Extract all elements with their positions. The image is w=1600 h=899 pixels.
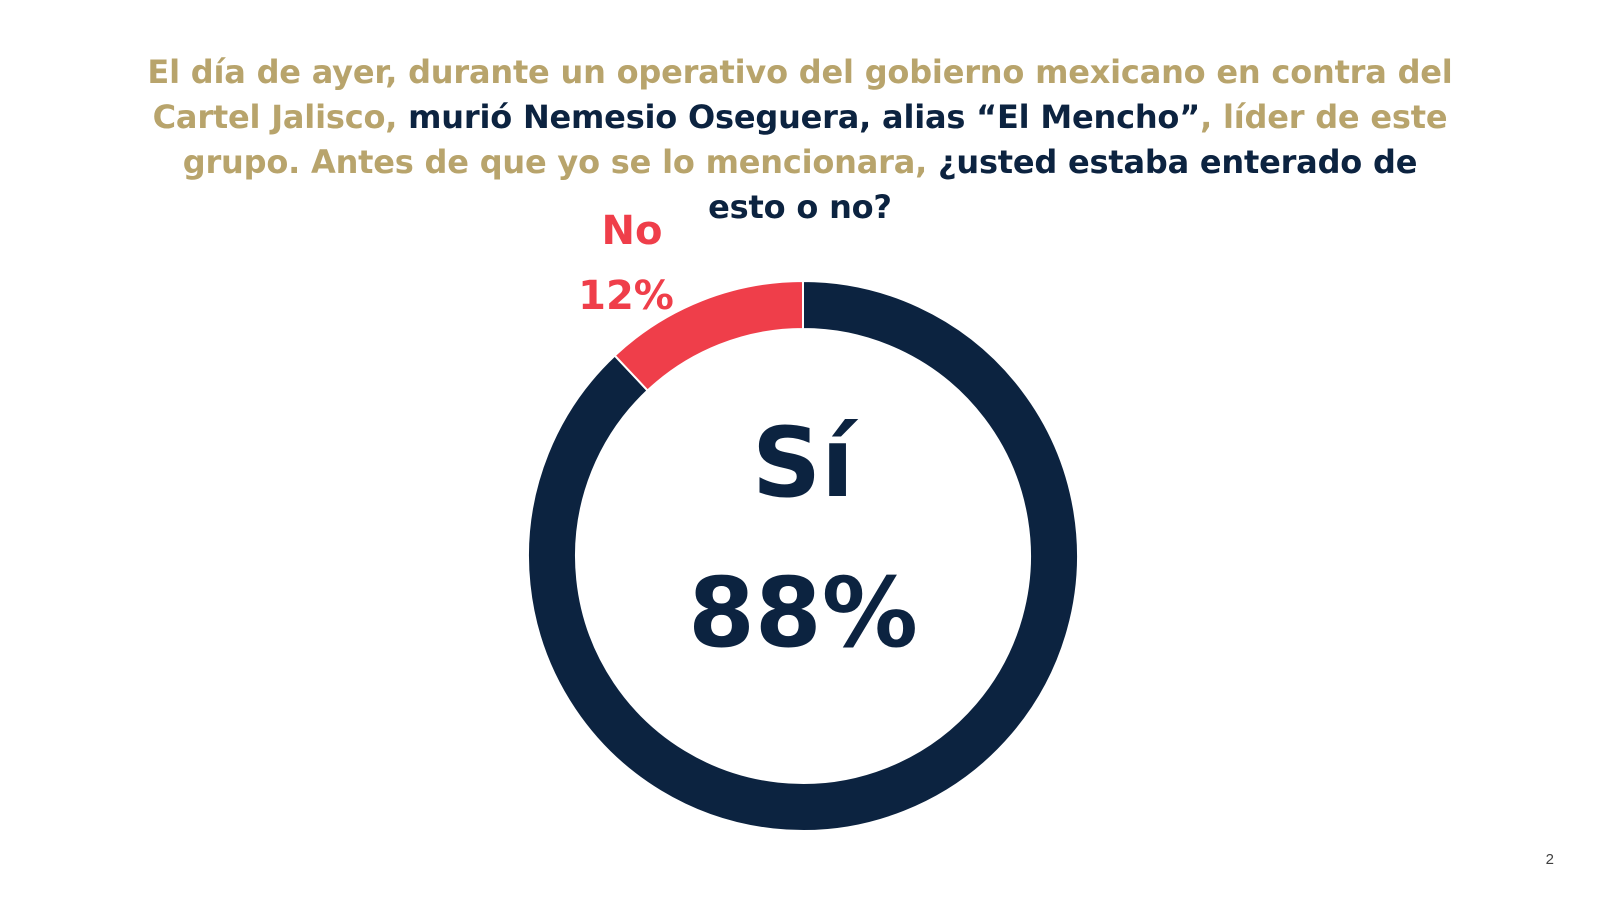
donut-slice-no <box>613 279 804 392</box>
question-part-3: , líder de este grupo. Antes de que yo s… <box>182 98 1448 181</box>
question-part-2: murió Nemesio Oseguera, alias “El Mencho… <box>408 98 1201 136</box>
page-number: 2 <box>1545 851 1554 868</box>
question-part-4: ¿usted estaba enterado de esto o no? <box>708 143 1418 226</box>
slice-label-no-value: 12% <box>578 273 674 319</box>
slice-label-si-value: 88% <box>688 557 918 669</box>
question-text: El día de ayer, durante un operativo del… <box>140 50 1460 230</box>
slice-label-no-category: No <box>602 208 663 254</box>
question-part-1: El día de ayer, durante un operativo del… <box>147 53 1453 136</box>
slice-label-si-category: Sí <box>752 407 859 519</box>
donut-slice-si <box>527 279 1079 832</box>
